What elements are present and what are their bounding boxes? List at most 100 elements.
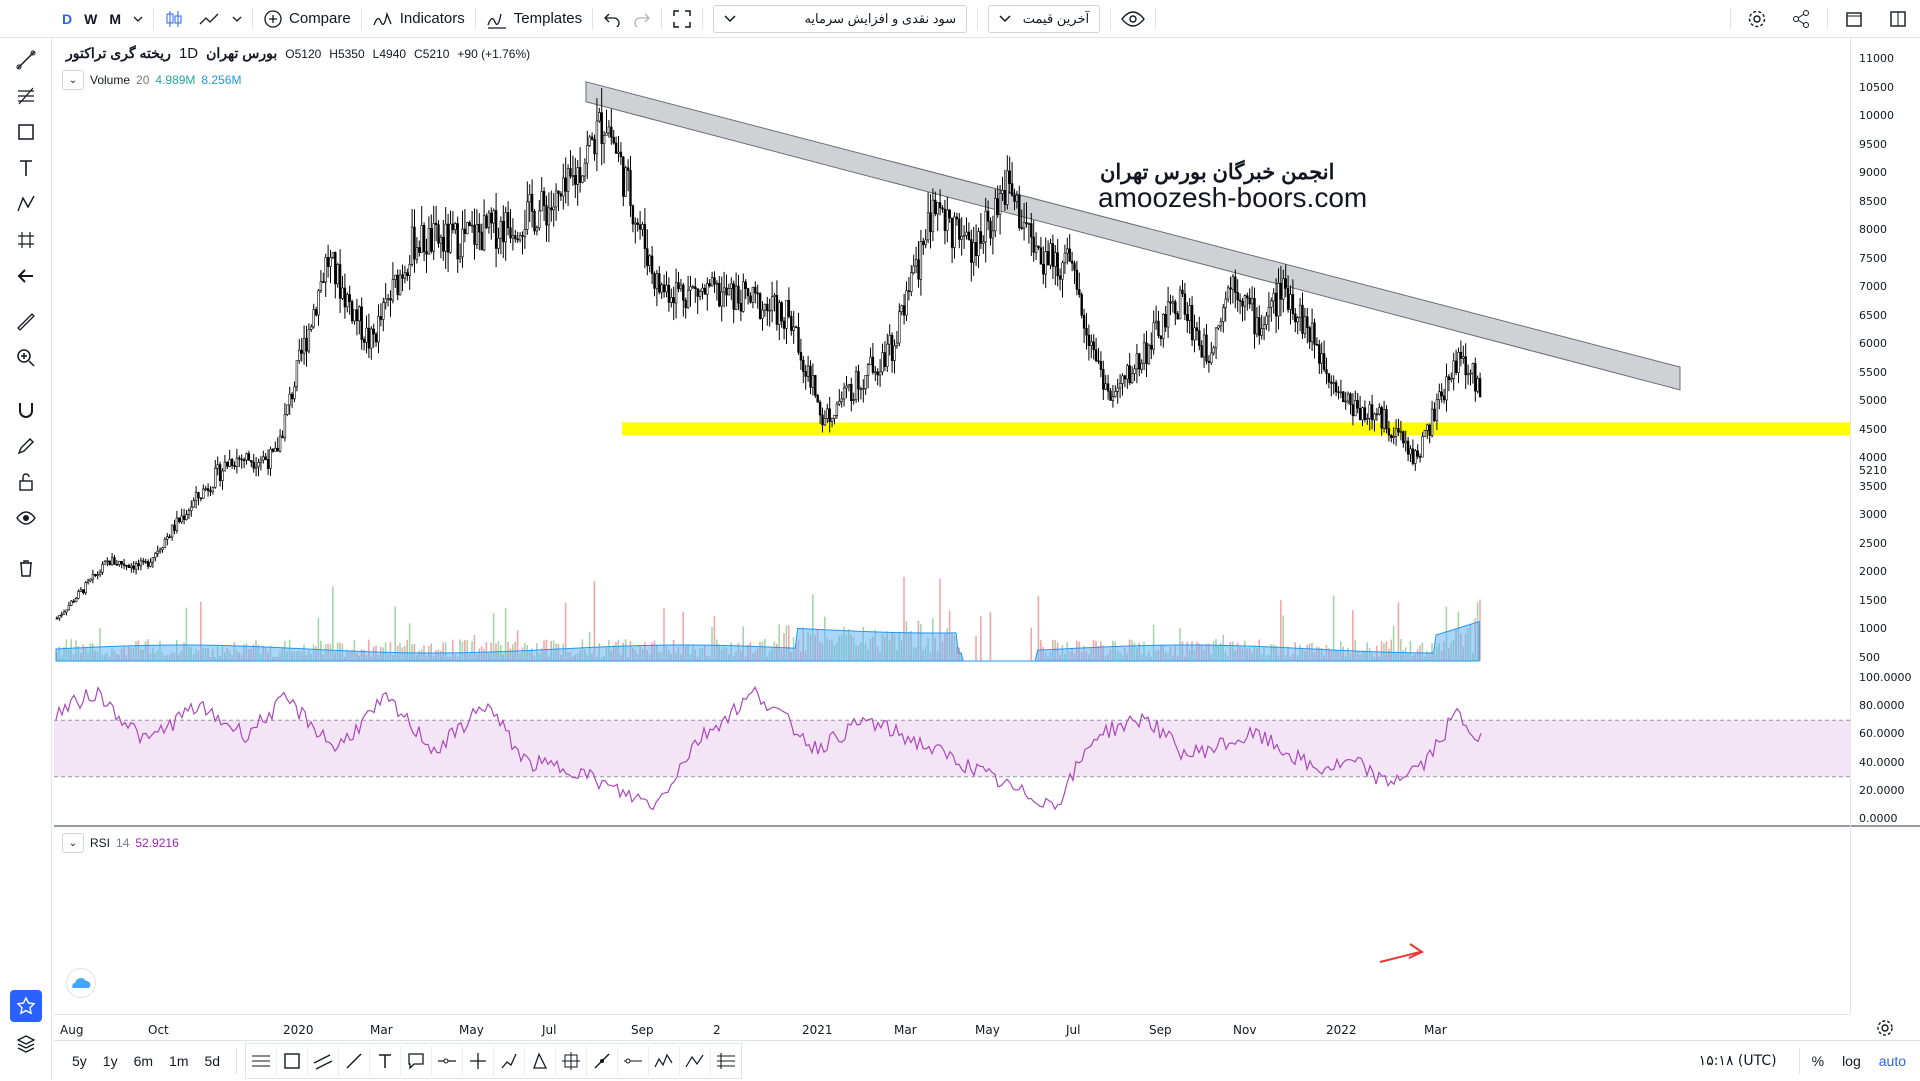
candle [943, 199, 947, 245]
time-tick-label: Nov [1233, 1023, 1257, 1037]
candle [334, 251, 337, 299]
snapshot-layout-icon[interactable] [1832, 4, 1876, 34]
settings-gear-icon[interactable] [1735, 4, 1779, 34]
candle [67, 601, 71, 611]
candle [811, 363, 815, 396]
interval-daily[interactable]: D [62, 10, 73, 27]
redo-icon[interactable] [627, 4, 657, 34]
utc-clock[interactable]: ۱۵:۱۸ (UTC) [1698, 1053, 1777, 1069]
volume-bar [812, 594, 814, 661]
fib-tool-icon[interactable] [10, 80, 42, 112]
ruler-icon[interactable] [10, 306, 42, 338]
candle [458, 243, 462, 264]
rectangle-draw-icon[interactable] [277, 1046, 309, 1076]
scale-settings-gear-icon[interactable] [1875, 1018, 1895, 1041]
candle [905, 281, 908, 322]
back-arrow-icon[interactable] [10, 260, 42, 292]
volume-bar [778, 624, 780, 661]
eye-icon[interactable] [10, 502, 42, 534]
channel-draw-icon[interactable] [308, 1046, 340, 1076]
range-5y[interactable]: 5y [72, 1053, 87, 1069]
candle [468, 220, 471, 227]
abc-wave-icon[interactable] [680, 1046, 712, 1076]
templates-button[interactable]: Templates [480, 4, 588, 34]
candle [170, 524, 174, 541]
collapse-chevron-icon[interactable]: ⌄ [62, 833, 84, 853]
layers-icon[interactable] [10, 1028, 42, 1060]
range-5d[interactable]: 5d [204, 1053, 221, 1069]
range-1m[interactable]: 1m [169, 1053, 189, 1069]
eye-visibility-icon[interactable] [1115, 4, 1151, 34]
triangle-draw-icon[interactable] [525, 1046, 557, 1076]
cross-line-icon[interactable] [463, 1046, 495, 1076]
path-draw-icon[interactable] [494, 1046, 526, 1076]
range-1y[interactable]: 1y [102, 1053, 118, 1069]
compare-button[interactable]: Compare [257, 4, 357, 34]
rsi-label[interactable]: RSI [90, 836, 111, 850]
fullscreen-icon[interactable] [666, 4, 698, 34]
time-axis[interactable]: Aug Oct 2020 Mar May Jul Sep 2 2021 Mar May Jul Sep N… [54, 1014, 1850, 1041]
trash-icon[interactable] [10, 552, 42, 584]
rectangle-tool-icon[interactable] [10, 116, 42, 148]
price-scale[interactable]: 11000 10500 10000 9500 9000 8500 8000 7500 7000 6… [1850, 38, 1920, 1036]
divergence-arrow[interactable] [1379, 951, 1421, 963]
volume-bar [1332, 595, 1335, 661]
auto-scale-toggle[interactable]: auto [1878, 1053, 1906, 1069]
candle [194, 486, 198, 509]
text-draw-icon[interactable] [370, 1046, 402, 1076]
range-6m[interactable]: 6m [133, 1053, 154, 1069]
horizontal-ray-icon[interactable] [432, 1046, 464, 1076]
elliott-wave-icon[interactable] [649, 1046, 681, 1076]
pane-separator[interactable] [54, 825, 1920, 827]
price-range-icon[interactable] [618, 1046, 650, 1076]
symbol-name[interactable]: ریخته گری تراکتور [66, 45, 171, 61]
magnet-icon[interactable] [10, 394, 42, 426]
crosshair-box-icon[interactable] [556, 1046, 588, 1076]
chart-type-chevron-icon[interactable] [226, 4, 248, 34]
trendline-channel[interactable] [585, 81, 1681, 391]
volume-label[interactable]: Volume [90, 73, 131, 87]
lock-drawings-pencil-icon[interactable] [10, 430, 42, 462]
interval-dropdown-chevron-icon[interactable] [127, 4, 149, 34]
candle [1262, 316, 1266, 341]
candles-chart-type-icon[interactable] [158, 4, 192, 34]
price-chart-canvas[interactable] [54, 38, 1850, 1014]
pattern-tool-icon[interactable] [10, 188, 42, 220]
time-tick-label: Jul [1066, 1023, 1081, 1037]
trendline-tool-icon[interactable] [10, 44, 42, 76]
horizontal-lines-icon[interactable] [246, 1046, 278, 1076]
interval-weekly[interactable]: W [84, 10, 98, 27]
line-draw-icon[interactable] [339, 1046, 371, 1076]
candle [449, 210, 452, 254]
share-icon[interactable] [1779, 4, 1823, 34]
rsi-tick-label: 20.0000 [1859, 783, 1905, 797]
brush-draw-icon[interactable] [587, 1046, 619, 1076]
undo-icon[interactable] [597, 4, 627, 34]
candle [1402, 430, 1405, 448]
percent-scale-toggle[interactable]: % [1811, 1053, 1825, 1069]
price-type-select[interactable]: آخرین قیمت [988, 4, 1101, 33]
price-tick-label: 6500 [1859, 308, 1887, 322]
candle [211, 486, 215, 495]
unlock-icon[interactable] [10, 466, 42, 498]
zoom-in-icon[interactable] [10, 342, 42, 374]
line-chart-type-icon[interactable] [192, 4, 226, 34]
maximize-panel-icon[interactable] [1876, 4, 1920, 34]
interval-monthly[interactable]: M [109, 10, 122, 27]
volume-bar [406, 639, 408, 661]
callout-draw-icon[interactable] [401, 1046, 433, 1076]
candle [682, 282, 685, 317]
log-scale-toggle[interactable]: log [1842, 1053, 1861, 1069]
candle [1116, 378, 1119, 404]
template-select[interactable]: سود نقدی و افزایش سرمایه [713, 4, 968, 33]
support-zone-rectangle[interactable] [622, 422, 1850, 436]
collapse-chevron-icon[interactable]: ⌄ [62, 70, 84, 90]
candle [214, 460, 217, 489]
prediction-tool-icon[interactable] [10, 224, 42, 256]
candle [298, 339, 301, 364]
cloud-logo-icon[interactable] [66, 968, 96, 998]
text-tool-icon[interactable] [10, 152, 42, 184]
indicators-button[interactable]: Indicators [366, 4, 471, 34]
favorites-star-icon[interactable] [10, 990, 42, 1022]
forecast-tool-icon[interactable] [711, 1046, 741, 1076]
